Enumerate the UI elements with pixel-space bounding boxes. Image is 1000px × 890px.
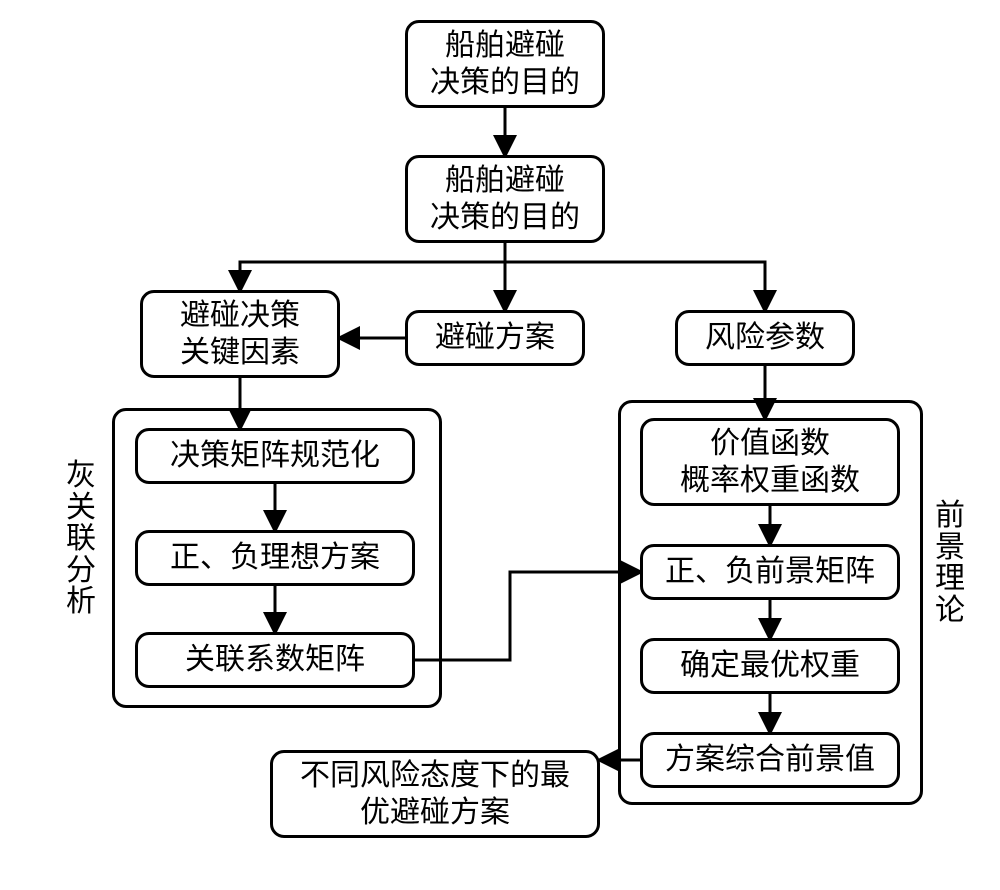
node-prospect-matrices: 正、负前景矩阵 <box>640 544 900 600</box>
label-prospect-theory: 前景理论 <box>935 500 965 626</box>
node-normalize-matrix: 决策矩阵规范化 <box>135 428 415 484</box>
node-avoidance-plan: 避碰方案 <box>405 310 585 366</box>
flowchart-canvas: 灰关联分析 前景理论 船舶避碰 决策的目的 船舶避碰 决策的目的 避碰决策 关键… <box>0 0 1000 890</box>
node-optimal-scheme: 不同风险态度下的最 优避碰方案 <box>270 750 600 838</box>
node-risk-params: 风险参数 <box>675 310 855 366</box>
node-purpose-2: 船舶避碰 决策的目的 <box>405 155 605 243</box>
node-composite-prospect: 方案综合前景值 <box>640 732 900 788</box>
node-value-prob-weight: 价值函数 概率权重函数 <box>640 418 900 506</box>
node-optimal-weights: 确定最优权重 <box>640 638 900 694</box>
node-key-factors: 避碰决策 关键因素 <box>140 290 340 378</box>
node-purpose-1: 船舶避碰 决策的目的 <box>405 20 605 108</box>
node-ideal-schemes: 正、负理想方案 <box>135 530 415 586</box>
node-corr-coef-matrix: 关联系数矩阵 <box>135 632 415 688</box>
label-grey-relational: 灰关联分析 <box>66 460 96 618</box>
